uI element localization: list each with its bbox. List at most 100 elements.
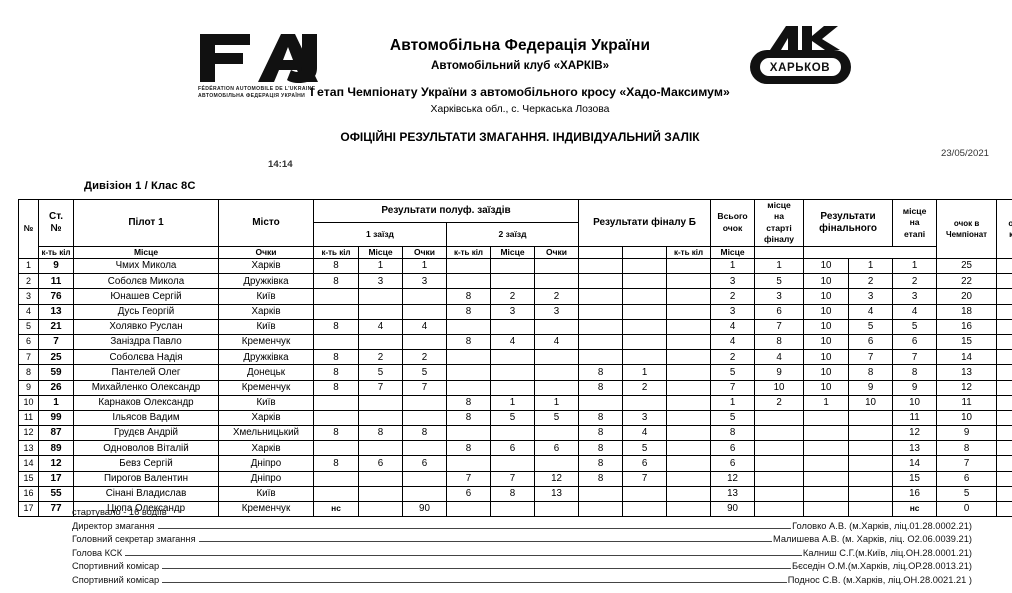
cell-finalb-place (622, 349, 668, 366)
cell-heat2-place (490, 455, 535, 472)
cell-heat1-laps: 8 (313, 349, 359, 366)
cell-city: Харків (218, 440, 314, 457)
cell-start-number: 87 (38, 425, 74, 442)
cell-city: Донецьк (218, 364, 314, 381)
cell-heat1-place: 4 (358, 318, 403, 335)
th-h2-laps: к-ть кіл (313, 245, 359, 260)
cell-heat2-points: 1 (533, 394, 580, 411)
cell-champ-points: 8 (936, 440, 998, 457)
cell-final-start-place (754, 470, 805, 487)
cell-city: Кременчук (218, 333, 314, 351)
cell-heat1-laps: 8 (313, 379, 359, 396)
cell-heat1-points (402, 470, 447, 487)
cell-team-points: 19 (996, 425, 1012, 442)
cell-heat1-laps (313, 394, 359, 411)
cell-nr: 3 (18, 288, 39, 305)
cell-stage-place: 2 (892, 273, 938, 290)
cell-final-laps (803, 455, 850, 472)
cell-heat1-place: 1 (358, 258, 403, 275)
cell-start-number: 59 (38, 364, 74, 381)
th-h2-points: Очки (402, 245, 447, 260)
cell-final-place (848, 501, 894, 518)
cell-finalb-place: 3 (622, 409, 668, 427)
cell-city: Дніпро (218, 455, 314, 472)
cell-heat1-points (402, 409, 447, 427)
cell-heat1-points: 4 (402, 318, 447, 335)
cell-final-place: 8 (848, 364, 894, 381)
th-city: Місто (218, 199, 314, 247)
th-semifinals: Результати полуф. заїздів (312, 198, 580, 224)
cell-heat1-points (402, 303, 447, 320)
cell-pilot: Сінані Владислав (73, 485, 219, 503)
cell-final-start-place: 9 (754, 364, 805, 381)
cell-pilot: Юнашев Сергій (73, 288, 219, 305)
cell-champ-points: 12 (936, 379, 998, 396)
fau-logo-caption: FÉDÉRATION AUTOMOBILE DE L'UKRAINE АВТОМ… (198, 86, 333, 100)
cell-heat1-points (402, 288, 447, 305)
cell-finalb-points (666, 273, 712, 290)
cell-final-start-place: 3 (754, 288, 805, 305)
cell-final-start-place (754, 440, 805, 457)
cell-nr: 11 (18, 409, 39, 427)
cell-heat2-points: 12 (533, 470, 580, 487)
cell-heat1-points: 3 (402, 273, 447, 290)
cell-heat2-points: 2 (533, 288, 580, 305)
cell-heat2-laps: 8 (446, 440, 491, 457)
table-row: 9 26 Михайленко Олександр Кременчук 8 7 7 8 2 7 10… (18, 379, 1012, 396)
cell-team-points: 0 (996, 501, 1012, 518)
cell-city: Дружківка (218, 273, 314, 290)
cell-start-number: 77 (38, 501, 74, 518)
cell-stage-place: 6 (892, 333, 938, 351)
cell-nr: 2 (18, 273, 39, 290)
cell-total-points: 4 (710, 333, 756, 351)
cell-nr: 6 (18, 333, 39, 351)
cell-start-number: 17 (38, 470, 74, 487)
cell-final-laps: 10 (803, 349, 850, 366)
venue-text: Харківська обл., с. Черкаська Лозова (430, 104, 610, 115)
cell-city: Київ (218, 485, 314, 503)
cell-total-points: 13 (710, 485, 756, 503)
th-fb-points: Очки (533, 245, 580, 260)
cell-champ-points: 25 (936, 258, 998, 275)
cell-finalb-laps (578, 258, 624, 275)
cell-start-number: 26 (38, 379, 74, 396)
cell-final-start-place: 10 (754, 379, 805, 396)
cell-start-number: 89 (38, 440, 74, 457)
th-start-nr-l1: Ст. (48, 211, 64, 223)
header-row-1: № Ст. № Пілот 1 Місто Результати полуф. … (18, 198, 1012, 260)
cell-heat1-place (358, 470, 403, 487)
cell-final-place: 4 (848, 303, 894, 320)
cell-nr: 12 (18, 425, 39, 442)
cell-nr: 14 (18, 455, 39, 472)
cell-heat1-laps (313, 440, 359, 457)
signature-person: Бєседін О.М.(м.Харків, ліц.ОР.28.0013.21… (792, 561, 972, 572)
signature-rule (162, 568, 792, 570)
cell-heat2-laps: 8 (446, 333, 491, 351)
cell-finalb-laps: 8 (578, 470, 624, 487)
cell-final-place: 6 (848, 333, 894, 351)
cell-nr: 10 (18, 394, 39, 411)
cell-team-points: 82 (996, 273, 1012, 290)
cell-finalb-laps (578, 303, 624, 320)
cell-pilot: Чмих Микола (73, 258, 219, 275)
th-spacer-fsp (622, 245, 668, 260)
cell-finalb-laps (578, 318, 624, 335)
cell-final-laps: 10 (803, 303, 850, 320)
cell-heat2-place (490, 273, 535, 290)
cell-heat2-points (533, 273, 580, 290)
cell-pilot: Ільясов Вадим (73, 409, 219, 427)
cell-heat1-laps: 8 (313, 425, 359, 442)
cell-finalb-laps (578, 349, 624, 366)
cell-finalb-points (666, 394, 712, 411)
cell-pilot: Дусь Георгій (73, 303, 219, 320)
th-final-start-place: місце на старті фіналу (754, 199, 805, 247)
cell-final-place (848, 485, 894, 503)
cell-heat1-laps: 8 (313, 258, 359, 275)
signature-role: Директор змагання (72, 521, 155, 531)
cell-heat1-laps: 8 (313, 318, 359, 335)
cell-final-place: 2 (848, 273, 894, 290)
